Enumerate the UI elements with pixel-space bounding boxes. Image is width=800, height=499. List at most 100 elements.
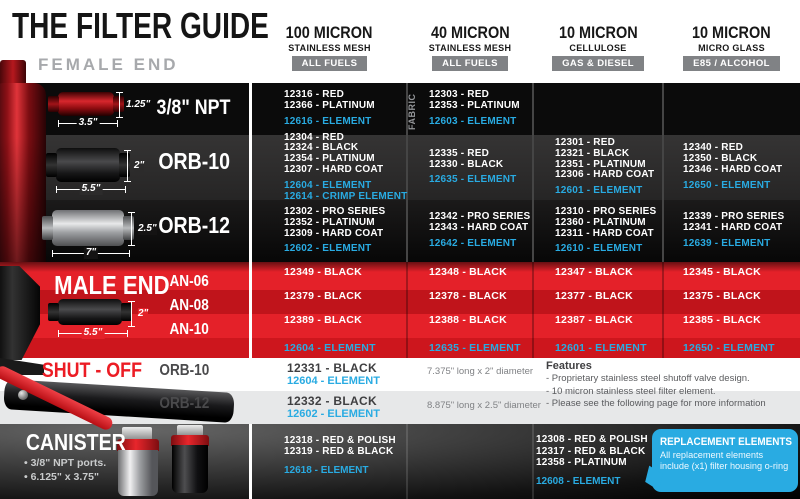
column-divider <box>662 262 664 358</box>
part-number: 12348 - BLACK <box>429 266 507 278</box>
part-number: 12360 - PLATINUM <box>555 216 646 228</box>
an-08-label: AN-08 <box>169 297 209 314</box>
column-divider <box>406 83 408 262</box>
part-number: 12341 - HARD COAT <box>683 222 783 234</box>
part-number: 12316 - RED <box>284 89 345 101</box>
column-header-10-micron-micro-glass: 10 MICRON MICRO GLASS E85 / ALCOHOL <box>663 23 800 71</box>
red-filter-bottle-cap-image <box>0 60 26 85</box>
dimension-length: 5.5" <box>56 183 126 195</box>
replacement-elements-title: REPLACEMENT ELEMENTS <box>660 436 793 448</box>
column-header-40-micron: 40 MICRON STAINLESS MESH ALL FUELS <box>407 23 533 71</box>
part-number: 12303 - RED <box>429 89 490 101</box>
red-filter-bottle-image <box>0 83 46 262</box>
column-media-label: MICRO GLASS <box>698 43 765 53</box>
canister-bracket-image <box>122 427 152 440</box>
element-number: 12603 - ELEMENT <box>429 115 517 127</box>
part-number: 12311 - HARD COAT <box>555 227 654 239</box>
element-number: 12642 - ELEMENT <box>429 237 517 249</box>
part-number: 12379 - BLACK <box>284 290 362 302</box>
orb10-filter-image <box>46 148 130 182</box>
fuel-type-badge: GAS & DIESEL <box>552 56 644 71</box>
replacement-elements-box: REPLACEMENT ELEMENTS All replacement ele… <box>652 429 798 492</box>
element-number: 12602 - ELEMENT <box>284 243 372 255</box>
feature-line: - Please see the following page for more… <box>546 398 766 409</box>
part-number: 12366 - PLATINUM <box>284 100 375 112</box>
part-number: 12331 - BLACK <box>287 361 377 375</box>
column-divider <box>406 424 408 499</box>
canister-black-top-image <box>171 435 209 446</box>
row-orb10-background <box>0 135 800 200</box>
size-note: 7.375" long x 2" diameter <box>427 366 534 377</box>
dimension-height: 2" <box>124 150 145 182</box>
part-number: 12317 - RED & BLACK <box>536 445 646 457</box>
part-number: 12304 - RED <box>284 131 345 143</box>
part-number: 12340 - RED <box>683 142 744 154</box>
column-divider <box>532 424 534 499</box>
element-number: 12618 - ELEMENT <box>284 464 369 476</box>
element-number: 12616 - ELEMENT <box>284 115 372 127</box>
part-number: 12350 - BLACK <box>683 153 758 165</box>
label-column-divider <box>249 262 252 358</box>
element-number: 12602 - ELEMENT <box>287 408 380 420</box>
column-micron-label: 40 MICRON <box>430 23 510 42</box>
part-number: 12385 - BLACK <box>683 314 761 326</box>
parts-cell-npt-40micron: 12303 - RED 12353 - PLATINUM 12603 - ELEM… <box>429 83 520 135</box>
feature-line: - 10 micron stainless steel filter eleme… <box>546 385 716 397</box>
shutoff-row-label-orb12: ORB-12 <box>159 395 210 412</box>
fuel-type-badge: ALL FUELS <box>432 56 508 71</box>
part-number: 12347 - BLACK <box>555 266 633 278</box>
dimension-height: 2.5" <box>128 212 157 246</box>
part-number: 12388 - BLACK <box>429 314 507 326</box>
parts-cell-orb10-cellulose: 12301 - RED 12321 - BLACK 12351 - PLATINUM… <box>555 135 654 200</box>
element-number: 12601 - ELEMENT <box>555 185 643 197</box>
element-number: 12650 - ELEMENT <box>683 179 771 191</box>
part-number: 12309 - HARD COAT <box>284 227 384 239</box>
parts-cell-orb10-microglass: 12340 - RED 12350 - BLACK 12346 - HARD COA… <box>683 135 782 200</box>
parts-cell-canister-cellulose: 12308 - RED & POLISH 12317 - RED & BLACK 1… <box>536 424 648 497</box>
row-label-orb12: ORB-12 <box>158 212 231 238</box>
orb12-filter-image <box>42 210 134 246</box>
column-header-10-micron-cellulose: 10 MICRON CELLULOSE GAS & DIESEL <box>533 23 663 71</box>
row-label-npt: 3/8" NPT <box>156 96 231 119</box>
parts-cell-orb12-100micron: 12302 - PRO SERIES 12352 - PLATINUM 12309 … <box>284 200 385 262</box>
female-end-heading: FEMALE END <box>38 55 179 74</box>
column-media-label: STAINLESS MESH <box>428 43 512 53</box>
part-number: 12354 - PLATINUM <box>284 153 375 165</box>
part-number: 12339 - PRO SERIES <box>683 211 785 223</box>
replacement-elements-body: All replacement elements include (x1) fi… <box>660 450 789 471</box>
column-header-100-micron: 100 MICRON STAINLESS MESH ALL FUELS <box>252 23 407 71</box>
parts-cell-orb10-100micron: 12304 - RED 12324 - BLACK 12354 - PLATINUM… <box>284 131 408 202</box>
element-number: 12635 - ELEMENT <box>429 174 517 186</box>
male-end-heading: MALE END <box>54 270 170 300</box>
part-number: 12324 - BLACK <box>284 142 359 154</box>
part-number: 12353 - PLATINUM <box>429 100 520 112</box>
part-number: 12321 - BLACK <box>555 147 630 159</box>
parts-cell-orb12-microglass: 12339 - PRO SERIES 12341 - HARD COAT 1263… <box>683 200 784 262</box>
part-number: 12351 - PLATINUM <box>555 158 646 170</box>
canister-silver-top-image <box>117 439 159 451</box>
element-number: 12614 - CRIMP ELEMENT <box>284 190 408 202</box>
part-number: 12377 - BLACK <box>555 290 633 302</box>
element-number: 12608 - ELEMENT <box>536 475 621 487</box>
male-row-background <box>0 338 800 358</box>
element-number: 12604 - ELEMENT <box>284 179 372 191</box>
part-number: 12389 - BLACK <box>284 314 362 326</box>
part-number: 12343 - HARD COAT <box>429 222 529 234</box>
part-number: 12345 - BLACK <box>683 266 761 278</box>
column-divider <box>532 262 534 358</box>
parts-cell-orb12-cellulose: 12310 - PRO SERIES 12360 - PLATINUM 12311 … <box>555 200 656 262</box>
part-number: 12375 - BLACK <box>683 290 761 302</box>
shutoff-row-background <box>0 358 800 391</box>
shutoff-heading: SHUT - OFF <box>41 359 142 382</box>
part-number: 12358 - PLATINUM <box>536 457 627 469</box>
shutoff-row-label-orb10: ORB-10 <box>159 362 210 379</box>
element-number: 12639 - ELEMENT <box>683 237 771 249</box>
column-media-label: STAINLESS MESH <box>288 43 371 53</box>
fuel-type-badge: E85 / ALCOHOL <box>683 56 780 71</box>
parts-cell-orb10-40micron: 12335 - RED 12330 - BLACK 12635 - ELEMENT <box>429 135 516 200</box>
row-label-orb10: ORB-10 <box>158 148 231 174</box>
element-number: 12604 - ELEMENT <box>287 375 380 387</box>
fabric-note: FABRIC <box>407 93 417 131</box>
features-block: Features - Proprietary stainless steel s… <box>546 359 766 411</box>
part-number: 12332 - BLACK <box>287 394 377 408</box>
